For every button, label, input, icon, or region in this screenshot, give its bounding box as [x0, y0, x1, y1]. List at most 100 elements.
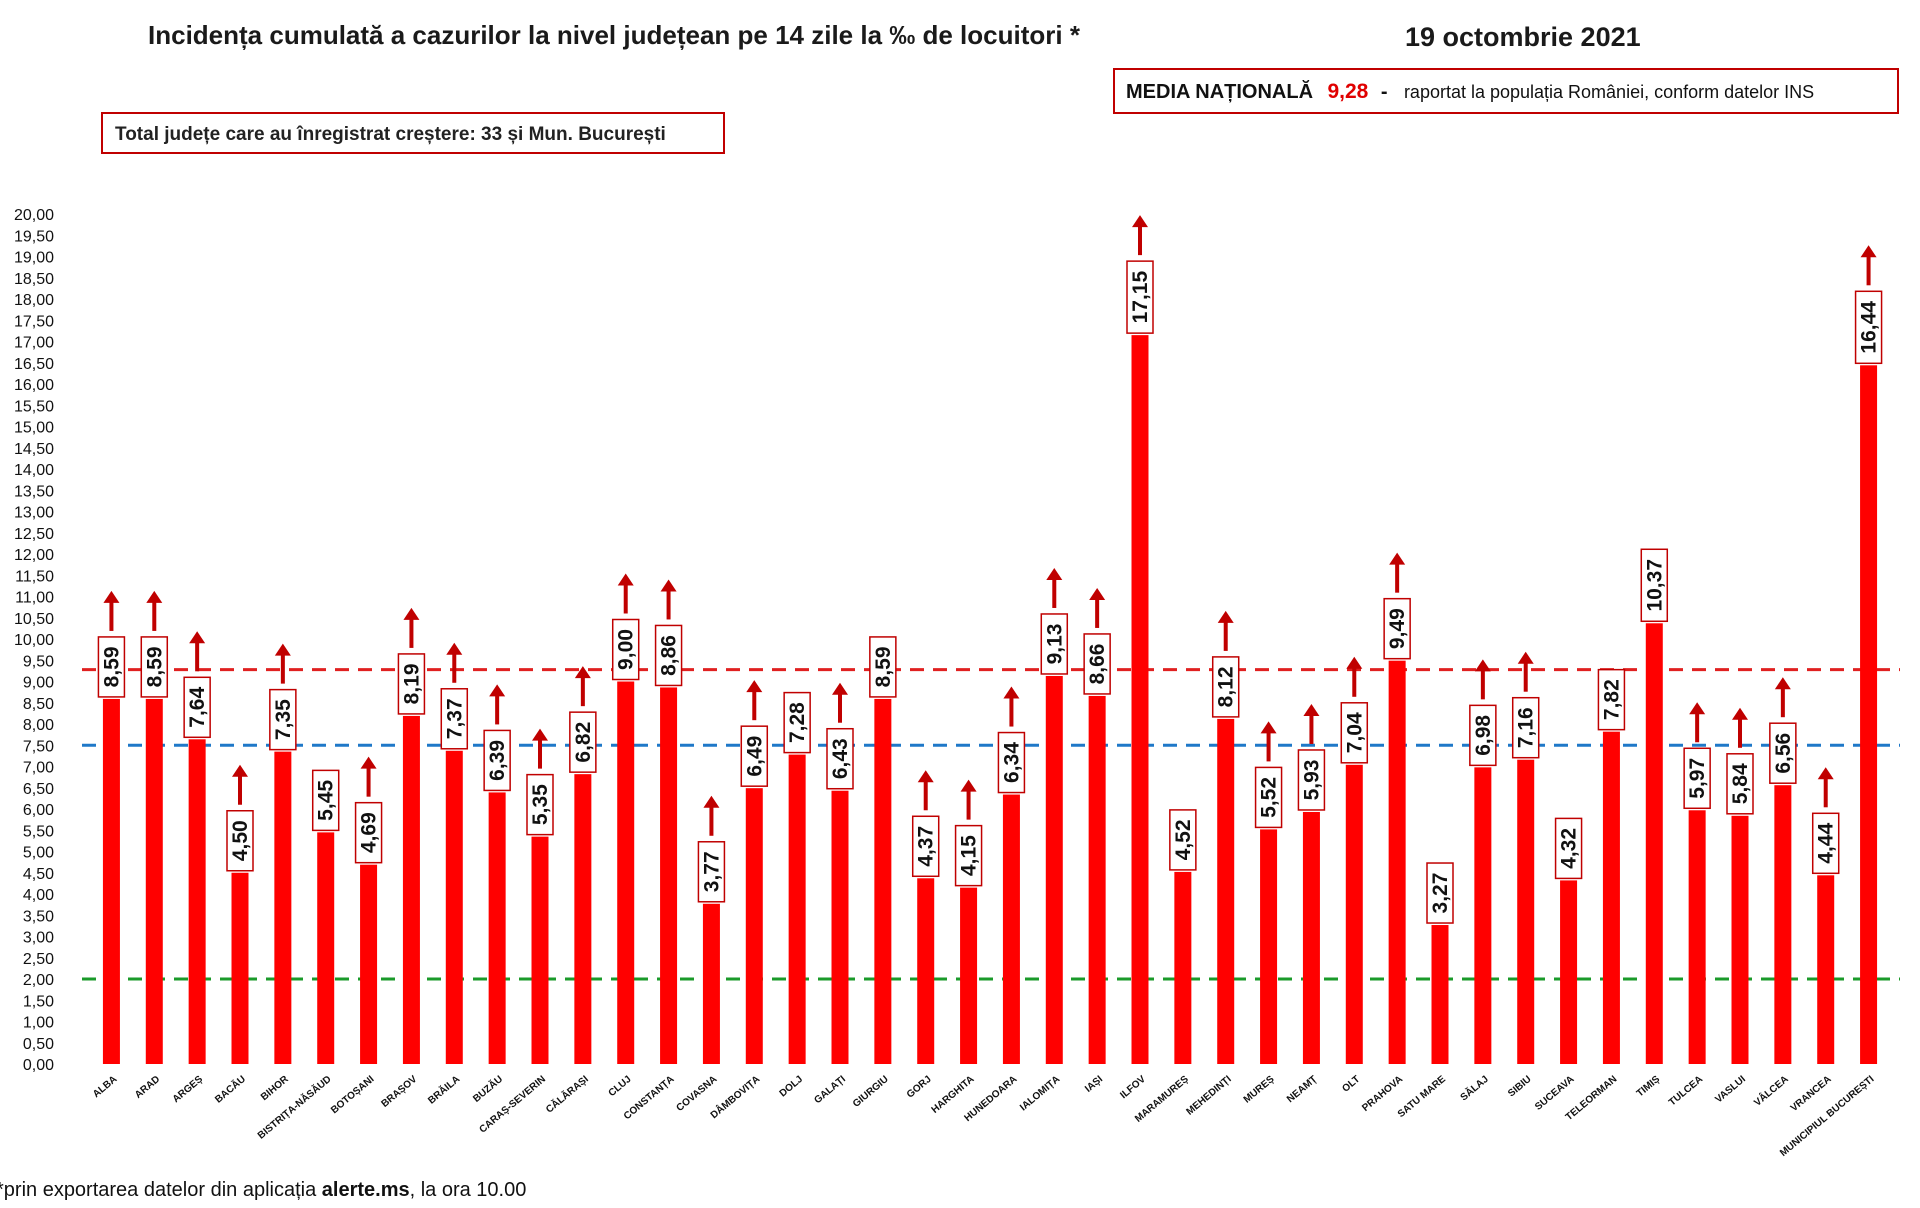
value-label-box	[1597, 668, 1626, 731]
y-tick-label: 15,00	[14, 420, 54, 437]
media-box	[1113, 68, 1899, 114]
bar	[1774, 785, 1792, 1064]
value-label-text: 3,27	[1429, 873, 1452, 914]
x-tick-label: ARAD	[133, 1074, 162, 1101]
increase-arrow-head	[832, 682, 848, 695]
x-tick-label: BRAȘOV	[380, 1074, 420, 1110]
value-label-text: 5,35	[529, 784, 552, 825]
bar	[1731, 815, 1749, 1064]
y-tick-label: 5,50	[23, 823, 54, 840]
bar	[488, 792, 506, 1064]
value-label: 8,19	[397, 653, 426, 715]
media-value: 9,28	[1327, 80, 1368, 103]
bar	[1045, 675, 1063, 1064]
value-label-box	[1169, 809, 1197, 871]
value-label-text: 6,43	[829, 738, 852, 779]
x-tick-label: TULCEA	[1667, 1074, 1705, 1108]
bar	[1860, 365, 1878, 1064]
chart-title: Incidența cumulată a cazurilor la nivel …	[148, 20, 1081, 50]
value-label: 4,37	[911, 815, 940, 878]
footer-note: *prin exportarea datelor din aplicația a…	[0, 1179, 526, 1201]
value-label: 4,52	[1169, 809, 1197, 871]
value-label: 8,59	[869, 636, 897, 698]
chart-date: 19 octombrie 2021	[1405, 22, 1641, 52]
value-label-text: 4,52	[1172, 819, 1195, 860]
bar	[960, 887, 978, 1064]
value-label-box	[1040, 613, 1069, 675]
x-tick-label: BRĂILA	[425, 1072, 462, 1106]
value-label: 7,28	[783, 691, 811, 754]
increase-arrow-head	[1303, 703, 1320, 716]
footer-bold: alerte.ms	[322, 1179, 410, 1201]
bar	[1645, 623, 1663, 1064]
value-label: 3,77	[697, 841, 726, 903]
value-label: 5,97	[1683, 747, 1711, 810]
value-label-text: 16,44	[1858, 301, 1881, 354]
bar	[1260, 829, 1278, 1064]
increase-arrow-head	[1389, 552, 1406, 565]
x-axis: ALBA ARAD ARGEȘ BACĂU BIHORBISTRIȚA-NĂSĂUDBO…	[91, 1072, 1877, 1159]
x-tick-label: BACĂU	[212, 1072, 248, 1105]
y-tick-label: 13,00	[14, 505, 54, 522]
value-label: 5,35	[526, 773, 554, 836]
value-label-box	[569, 711, 597, 773]
increase-arrow-head	[232, 764, 248, 777]
y-tick-label: 10,50	[14, 611, 54, 628]
x-tick-label: CĂLĂRAȘI	[543, 1072, 591, 1115]
media-text: MEDIA NAȚIONALĂ 9,28 - raportat la popul…	[1126, 80, 1814, 103]
value-label-text: 5,97	[1686, 758, 1709, 799]
value-label-box	[1511, 696, 1540, 759]
increase-arrow-head	[1260, 721, 1277, 734]
value-label: 8,86	[654, 624, 683, 687]
value-label: 6,43	[826, 727, 854, 790]
increase-arrow-head	[1860, 245, 1877, 258]
increase-arrow-head	[1517, 651, 1534, 664]
x-tick-label: CLUJ	[607, 1074, 634, 1099]
bar	[917, 878, 935, 1064]
x-tick-label: BIHOR	[259, 1073, 291, 1103]
increase-arrow-head	[1732, 707, 1748, 720]
y-tick-label: 13,50	[14, 483, 54, 500]
value-label-text: 7,16	[1515, 707, 1538, 748]
value-label-text: 6,98	[1472, 715, 1495, 756]
increase-arrow-head	[574, 666, 591, 679]
bar	[445, 750, 463, 1064]
bar	[231, 872, 249, 1064]
bar	[1217, 718, 1235, 1064]
increase-arrow-head	[1217, 610, 1234, 623]
x-tick-label: SIBIU	[1506, 1074, 1534, 1100]
x-tick-label: MEHEDINȚI	[1184, 1074, 1233, 1118]
value-label-box	[311, 769, 340, 832]
bar	[102, 698, 120, 1064]
y-tick-label: 11,50	[15, 568, 54, 585]
value-label-box	[654, 624, 683, 687]
bar	[574, 774, 592, 1064]
y-tick-label: 7,00	[23, 760, 54, 777]
media-label: MEDIA NAȚIONALĂ	[1126, 80, 1313, 103]
value-label-text: 8,59	[143, 646, 166, 687]
bar	[874, 698, 892, 1064]
value-label-box	[1683, 747, 1711, 810]
increase-arrow-head	[446, 642, 463, 655]
value-label-text: 9,49	[1386, 608, 1409, 649]
x-tick-label: TIMIȘ	[1635, 1074, 1663, 1100]
value-label: 5,45	[311, 769, 340, 832]
y-tick-label: 11,00	[15, 590, 54, 607]
reference-lines	[82, 668, 1900, 981]
x-tick-label: OLT	[1340, 1074, 1362, 1095]
x-tick-label: VÂLCEA	[1751, 1072, 1791, 1108]
bar	[1517, 759, 1535, 1064]
x-tick-label: NEAMȚ	[1285, 1074, 1319, 1105]
value-label: 6,39	[483, 729, 511, 792]
value-label: 8,59	[97, 636, 126, 698]
value-label-box	[997, 731, 1026, 794]
value-label-box	[740, 725, 769, 787]
bar	[317, 832, 335, 1064]
increase-arrow-head	[1089, 587, 1106, 600]
x-tick-label: SĂLAJ	[1457, 1072, 1490, 1103]
increase-arrow-head	[274, 643, 291, 656]
increase-arrow-head	[532, 728, 548, 741]
value-label-text: 8,19	[400, 663, 423, 704]
x-tick-label: COVASNA	[675, 1074, 720, 1114]
